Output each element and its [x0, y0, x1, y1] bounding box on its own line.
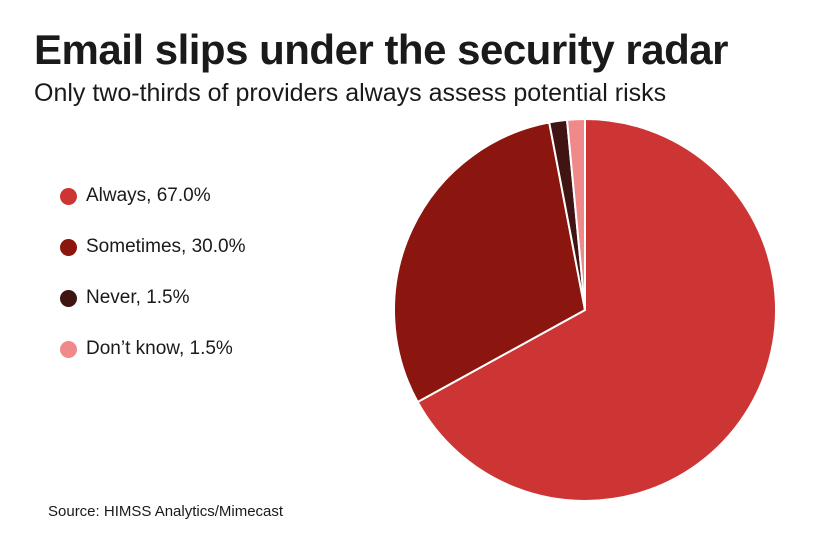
legend-swatch-never: [60, 289, 77, 307]
legend-item-always: Always, 67.0%: [60, 183, 245, 209]
legend-swatch-sometimes: [60, 238, 77, 256]
source-note: Source: HIMSS Analytics/Mimecast: [48, 503, 284, 520]
legend-label-always: Always, 67.0%: [86, 185, 211, 206]
chart-subtitle: Only two-thirds of providers always asse…: [34, 79, 667, 107]
legend-item-sometimes: Sometimes, 30.0%: [60, 234, 245, 260]
legend-label-sometimes: Sometimes, 30.0%: [86, 236, 246, 257]
pie-slices: [393, 118, 778, 502]
chart-legend: Always, 67.0% Sometimes, 30.0% Never, 1.…: [60, 183, 245, 387]
legend-swatch-dont-know: [60, 340, 77, 358]
legend-item-never: Never, 1.5%: [60, 285, 245, 311]
pie-slice-sometimes: [393, 121, 586, 404]
legend-label-dont-know: Don’t know, 1.5%: [86, 338, 233, 359]
legend-label-never: Never, 1.5%: [86, 287, 190, 308]
pie-slice-dont-know: [566, 118, 586, 311]
legend-item-dont-know: Don’t know, 1.5%: [60, 336, 245, 362]
chart-title: Email slips under the security radar: [34, 26, 728, 73]
legend-swatch-always: [60, 187, 77, 205]
pie-slice-always: [416, 118, 778, 502]
